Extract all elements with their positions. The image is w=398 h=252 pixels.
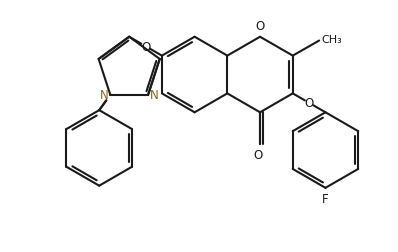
Text: O: O <box>254 149 263 162</box>
Text: N: N <box>100 89 108 102</box>
Text: F: F <box>322 193 329 206</box>
Text: N: N <box>150 89 159 102</box>
Text: O: O <box>304 97 314 110</box>
Text: CH₃: CH₃ <box>322 35 343 44</box>
Text: O: O <box>141 41 150 53</box>
Text: O: O <box>256 20 265 33</box>
